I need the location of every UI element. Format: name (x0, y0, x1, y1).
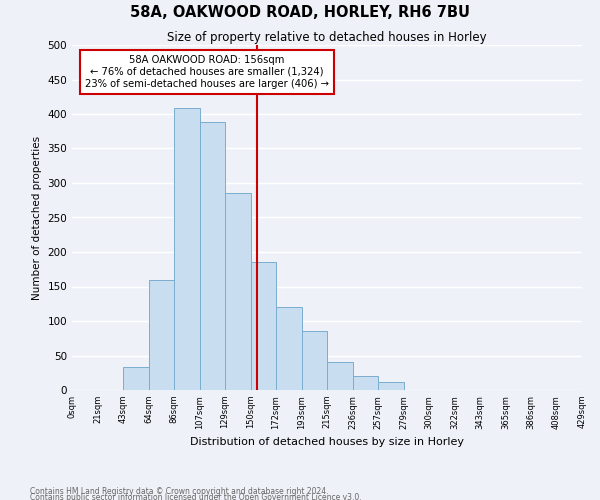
Y-axis label: Number of detached properties: Number of detached properties (32, 136, 42, 300)
Bar (251, 262, 276, 390)
Bar (302, 332, 327, 390)
Bar (327, 362, 353, 390)
Bar (276, 307, 302, 390)
Bar (199, 122, 225, 390)
Bar (174, 108, 199, 390)
X-axis label: Distribution of detached houses by size in Horley: Distribution of detached houses by size … (190, 437, 464, 447)
Text: Contains public sector information licensed under the Open Government Licence v3: Contains public sector information licen… (30, 492, 362, 500)
Text: 58A, OAKWOOD ROAD, HORLEY, RH6 7BU: 58A, OAKWOOD ROAD, HORLEY, RH6 7BU (130, 5, 470, 20)
Bar (353, 376, 378, 390)
Bar (378, 382, 404, 390)
Bar (123, 367, 149, 390)
Title: Size of property relative to detached houses in Horley: Size of property relative to detached ho… (167, 31, 487, 44)
Bar (149, 280, 174, 390)
Text: 58A OAKWOOD ROAD: 156sqm
← 76% of detached houses are smaller (1,324)
23% of sem: 58A OAKWOOD ROAD: 156sqm ← 76% of detach… (85, 56, 329, 88)
Text: Contains HM Land Registry data © Crown copyright and database right 2024.: Contains HM Land Registry data © Crown c… (30, 486, 329, 496)
Bar (225, 194, 251, 390)
